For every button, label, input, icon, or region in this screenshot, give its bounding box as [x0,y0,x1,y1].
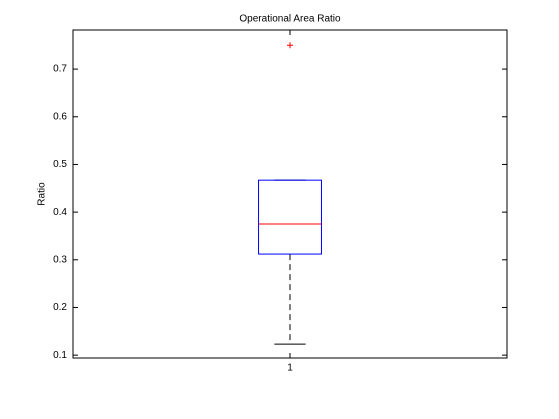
outlier [287,42,293,49]
y-tick-label: 0.2 [53,302,67,313]
y-tick-label: 0.3 [53,254,67,265]
y-tick-label: 0.6 [53,111,67,122]
x-tick-label: 1 [287,363,293,374]
y-tick-label: 0.5 [53,159,67,170]
box [258,179,322,255]
y-tick-label: 0.4 [53,207,67,218]
y-axis-label: Ratio [37,182,48,206]
y-tick-label: 0.7 [53,64,67,75]
plot-area [72,29,508,359]
y-tick-label: 0.1 [53,350,67,361]
chart-title: Operational Area Ratio [239,14,341,25]
